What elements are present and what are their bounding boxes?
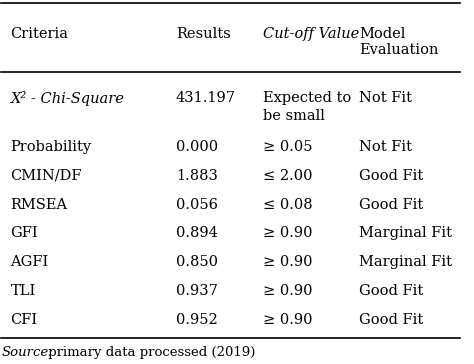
Text: Marginal Fit: Marginal Fit (359, 255, 453, 269)
Text: Not Fit: Not Fit (359, 91, 412, 106)
Text: ≤ 0.08: ≤ 0.08 (263, 198, 313, 211)
Text: CFI: CFI (10, 313, 38, 327)
Text: 0.937: 0.937 (176, 284, 218, 298)
Text: Source:: Source: (1, 346, 53, 359)
Text: Good Fit: Good Fit (359, 313, 424, 327)
Text: ≥ 0.90: ≥ 0.90 (263, 284, 312, 298)
Text: ≥ 0.90: ≥ 0.90 (263, 226, 312, 240)
Text: 0.056: 0.056 (176, 198, 218, 211)
Text: ≥ 0.90: ≥ 0.90 (263, 313, 312, 327)
Text: Results: Results (176, 27, 230, 41)
Text: 0.952: 0.952 (176, 313, 218, 327)
Text: AGFI: AGFI (10, 255, 49, 269)
Text: Criteria: Criteria (10, 27, 69, 41)
Text: CMIN/DF: CMIN/DF (10, 169, 82, 183)
Text: TLI: TLI (10, 284, 36, 298)
Text: X² - Chi-Square: X² - Chi-Square (10, 91, 125, 106)
Text: GFI: GFI (10, 226, 38, 240)
Text: 0.000: 0.000 (176, 140, 218, 154)
Text: 1.883: 1.883 (176, 169, 218, 183)
Text: ≥ 0.90: ≥ 0.90 (263, 255, 312, 269)
Text: RMSEA: RMSEA (10, 198, 68, 211)
Text: ≥ 0.05: ≥ 0.05 (263, 140, 312, 154)
Text: Marginal Fit: Marginal Fit (359, 226, 453, 240)
Text: 0.894: 0.894 (176, 226, 218, 240)
Text: 431.197: 431.197 (176, 91, 236, 106)
Text: 0.850: 0.850 (176, 255, 218, 269)
Text: Expected to
be small: Expected to be small (263, 91, 351, 123)
Text: Probability: Probability (10, 140, 91, 154)
Text: Good Fit: Good Fit (359, 169, 424, 183)
Text: ≤ 2.00: ≤ 2.00 (263, 169, 312, 183)
Text: Model
Evaluation: Model Evaluation (359, 27, 439, 57)
Text: primary data processed (2019): primary data processed (2019) (44, 346, 255, 359)
Text: Cut-off Value: Cut-off Value (263, 27, 359, 41)
Text: Good Fit: Good Fit (359, 284, 424, 298)
Text: Not Fit: Not Fit (359, 140, 412, 154)
Text: Good Fit: Good Fit (359, 198, 424, 211)
